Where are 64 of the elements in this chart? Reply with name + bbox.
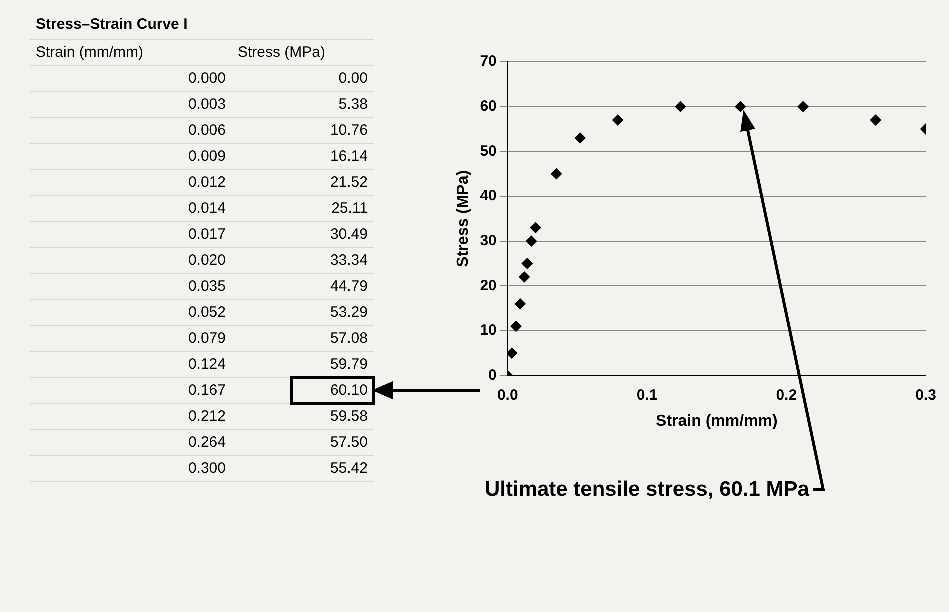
text: 10.76 xyxy=(232,118,374,144)
category-label: 0.079 xyxy=(30,326,232,352)
text: 30.49 xyxy=(232,222,374,248)
text: Stress–Strain Curve I xyxy=(36,16,188,33)
y-tick-label: 60 xyxy=(480,98,497,115)
category-label: 0.000 xyxy=(30,66,232,92)
text: 0.00 xyxy=(232,66,374,92)
text: 59.79 xyxy=(232,352,374,378)
point xyxy=(675,101,686,112)
point xyxy=(735,101,746,112)
y-tick-label: 70 xyxy=(480,53,497,70)
text: 57.08 xyxy=(232,326,374,352)
y-tick-label: 0 xyxy=(488,366,497,384)
y-tick-label: 30 xyxy=(480,232,497,250)
point xyxy=(526,236,538,247)
category-label: 0.009 xyxy=(30,144,232,170)
x-tick-label: 0.3 xyxy=(916,386,936,404)
category-label: 0.014 xyxy=(30,196,232,222)
category-label: 0.124 xyxy=(30,352,232,378)
text: 44.79 xyxy=(232,274,374,300)
point xyxy=(551,168,562,180)
point xyxy=(798,101,809,112)
x-tick-label: 0.0 xyxy=(497,386,518,404)
category-label: 0.212 xyxy=(30,404,232,430)
y-axis-title: Stress (MPa) xyxy=(455,170,472,268)
text: 5.38 xyxy=(232,92,374,118)
text: 55.42 xyxy=(232,456,374,482)
annotation: Ultimate tensile stress, 60.1 MPa xyxy=(485,478,810,502)
category-label: 0.035 xyxy=(30,274,232,300)
point xyxy=(514,298,526,310)
text: Stress (MPa) xyxy=(232,40,374,66)
category-label: 0.264 xyxy=(30,430,232,456)
y-tick-label: 20 xyxy=(480,277,497,294)
text: 60.10 xyxy=(232,378,374,404)
point xyxy=(519,272,530,283)
text: 16.14 xyxy=(232,144,374,170)
point xyxy=(530,222,542,234)
category-label: 0.052 xyxy=(30,300,232,326)
point xyxy=(508,348,518,359)
category-label: 0.003 xyxy=(30,92,232,118)
text: 53.29 xyxy=(232,300,374,326)
category-label: 0.020 xyxy=(30,248,232,274)
point xyxy=(522,258,533,270)
point xyxy=(510,320,522,332)
text: 21.52 xyxy=(232,170,374,196)
point xyxy=(612,114,624,126)
text: 59.58 xyxy=(232,404,374,430)
category-label: 0.017 xyxy=(30,222,232,248)
category-label: 0.012 xyxy=(30,170,232,196)
text: Strain (mm/mm) xyxy=(30,40,232,66)
point xyxy=(870,114,882,126)
y-tick-label: 10 xyxy=(480,322,497,340)
text: 33.34 xyxy=(232,248,374,274)
point xyxy=(574,132,586,144)
y-tick-label: 50 xyxy=(480,142,497,160)
x-tick-label: 0.2 xyxy=(776,386,798,404)
text: 57.50 xyxy=(232,430,374,456)
x-axis-title: Strain (mm/mm) xyxy=(656,412,778,430)
category-label: 0.300 xyxy=(30,456,232,482)
x-tick-label: 0.1 xyxy=(636,386,658,404)
y-tick-label: 40 xyxy=(480,188,497,205)
text: 25.11 xyxy=(232,196,374,222)
category-label: 0.167 xyxy=(30,378,232,404)
category-label: 0.006 xyxy=(30,118,232,144)
